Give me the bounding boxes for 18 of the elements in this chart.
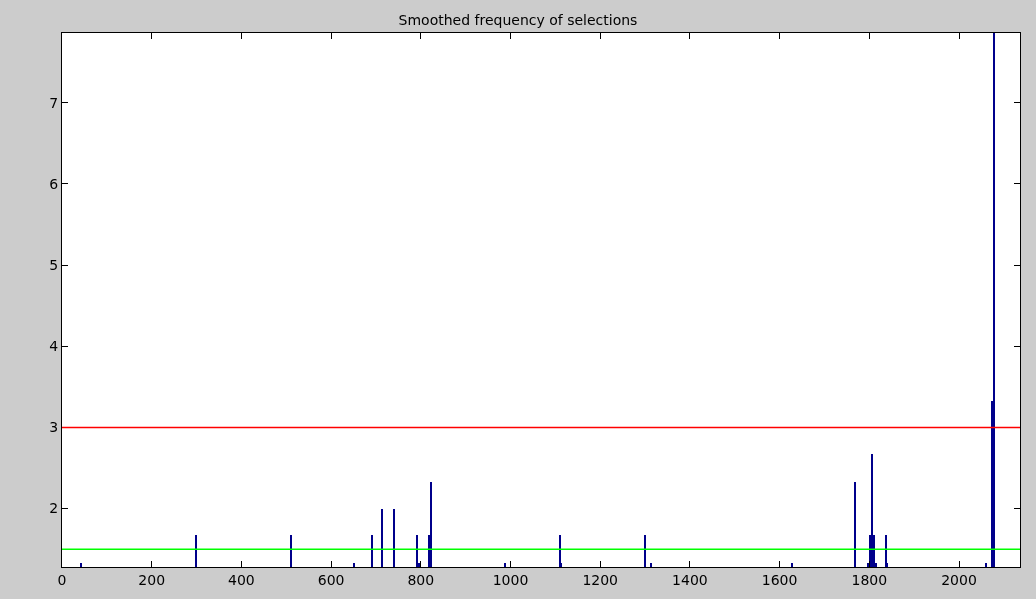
chart-title: Smoothed frequency of selections (398, 11, 638, 28)
x-tick-label: 200 (138, 571, 166, 588)
x-tick-label: 400 (228, 571, 255, 588)
x-tick-label: 1800 (851, 571, 888, 588)
x-tick-label: 800 (407, 571, 435, 588)
y-tick-label: 5 (49, 257, 59, 273)
y-tick-label: 6 (49, 175, 59, 192)
x-tick-label: 1400 (672, 571, 708, 588)
y-tick-label: 2 (49, 500, 59, 517)
x-tick-label: 1000 (492, 571, 529, 588)
y-tick-label: 3 (49, 419, 59, 436)
x-tick-label: 0 (57, 571, 67, 588)
x-tick-label: 1600 (761, 571, 798, 588)
x-tick-label: 600 (317, 571, 345, 588)
x-tick-label: 1200 (582, 571, 619, 588)
x-tick-label: 2000 (941, 571, 977, 588)
y-tick-label: 7 (49, 94, 59, 111)
y-tick-label: 4 (49, 338, 59, 355)
